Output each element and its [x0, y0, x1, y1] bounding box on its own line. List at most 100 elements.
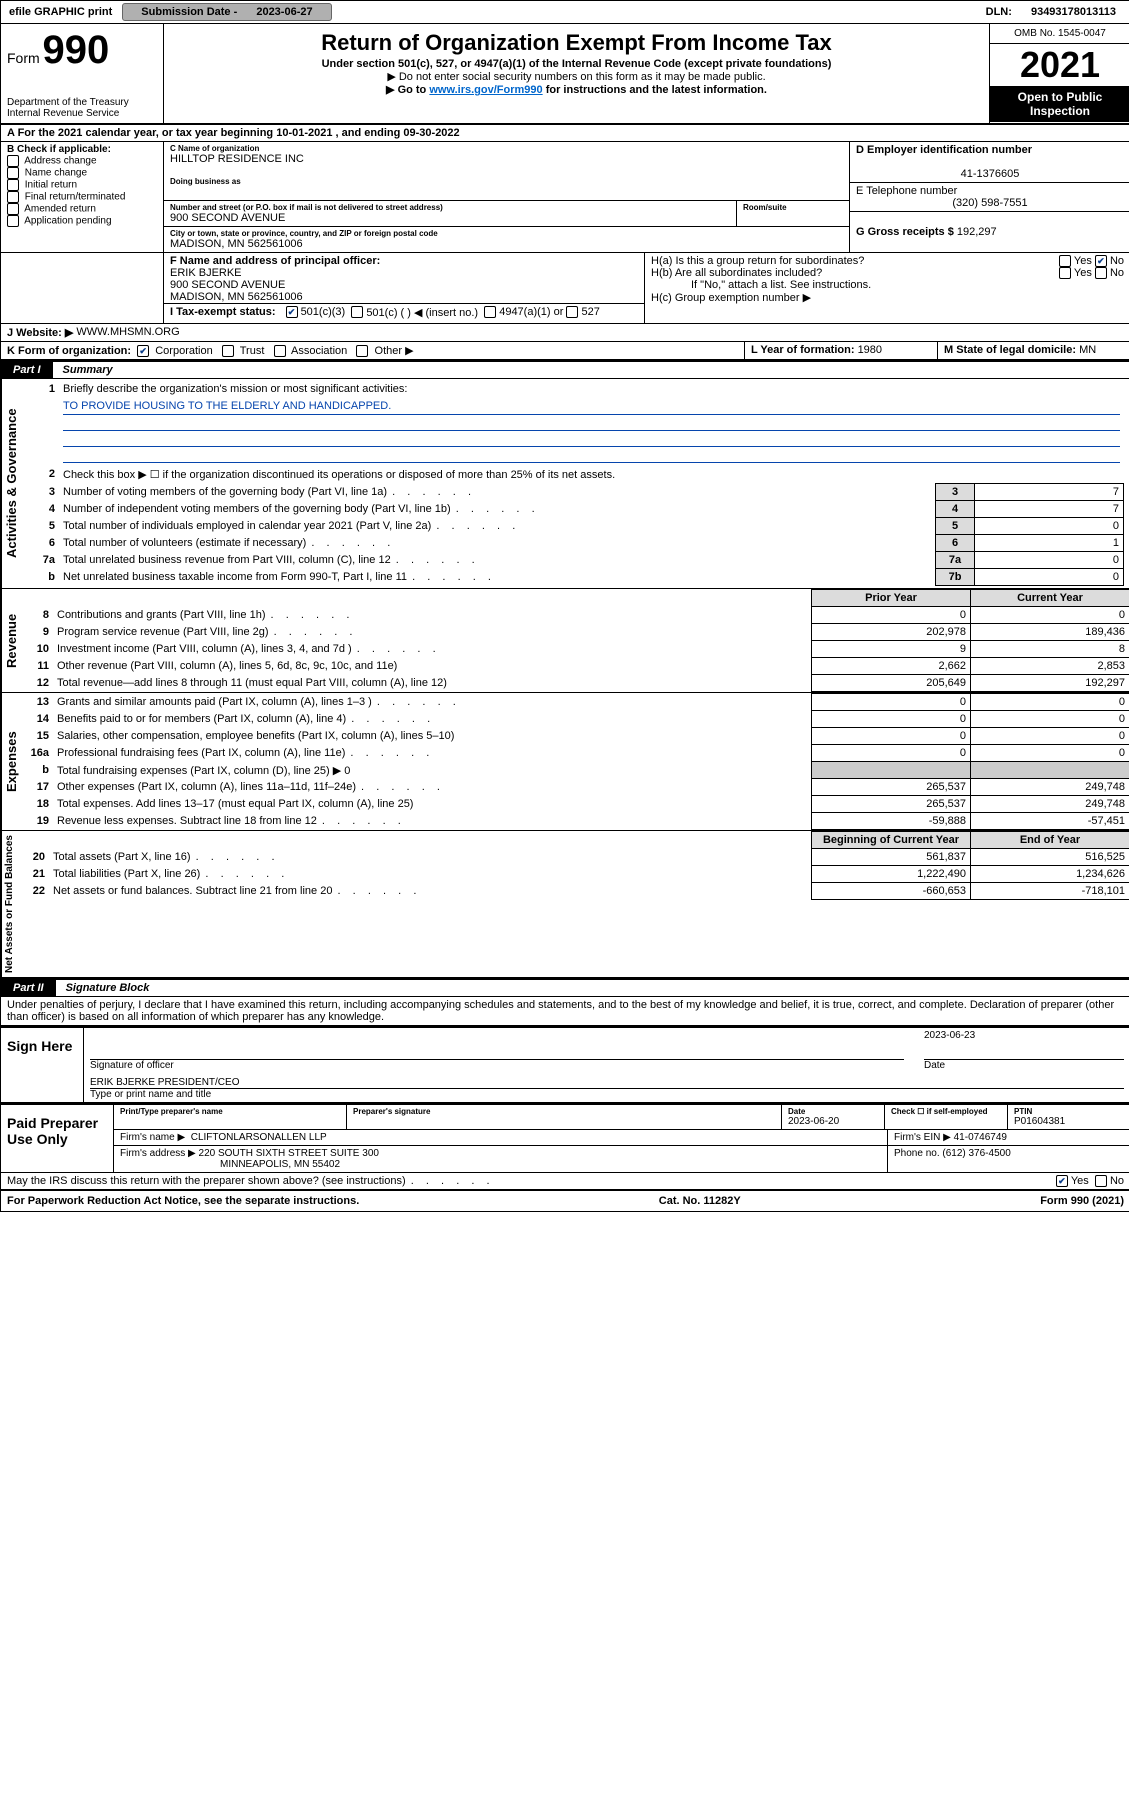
checkbox-ha-yes[interactable]: [1059, 255, 1071, 267]
line7b-val: 0: [975, 569, 1124, 586]
city-label: City or town, state or province, country…: [170, 229, 843, 238]
part1-activities: Activities & Governance 1Briefly describ…: [1, 379, 1129, 589]
ptin-value: P01604381: [1014, 1116, 1124, 1127]
sign-here-block: Sign Here 2023-06-23 Signature of office…: [1, 1026, 1129, 1103]
room-label: Room/suite: [743, 203, 843, 212]
firm-name: CLIFTONLARSONALLEN LLP: [191, 1132, 327, 1143]
section-j: J Website: ▶ WWW.MHSMN.ORG: [1, 324, 1129, 342]
form-note1: ▶ Do not enter social security numbers o…: [172, 70, 981, 83]
ein-label: D Employer identification number: [856, 144, 1032, 156]
side-netassets: Net Assets or Fund Balances: [1, 831, 17, 977]
prep-date: 2023-06-20: [788, 1116, 878, 1127]
sig-date: 2023-06-23: [924, 1030, 975, 1041]
efile-label: efile GRAPHIC print: [1, 3, 120, 21]
checkbox-mayirs-no[interactable]: [1095, 1175, 1107, 1187]
part1-header: Part I Summary: [1, 360, 1129, 379]
dba-label: Doing business as: [170, 177, 843, 186]
checkbox-initial-return[interactable]: [7, 179, 19, 191]
paid-preparer-block: Paid Preparer Use Only Print/Type prepar…: [1, 1103, 1129, 1173]
entity-info: B Check if applicable: Address change Na…: [1, 142, 1129, 253]
tax-year: 2021: [990, 44, 1129, 86]
section-klm: K Form of organization: Corporation Trus…: [1, 342, 1129, 360]
section-f: F Name and address of principal officer:…: [163, 253, 645, 323]
checkbox-trust[interactable]: [222, 345, 234, 357]
form-page: Form 990 (2021): [1040, 1195, 1124, 1207]
section-f-h: F Name and address of principal officer:…: [1, 253, 1129, 324]
tax-period: A For the 2021 calendar year, or tax yea…: [1, 125, 1129, 142]
form-number: 990: [42, 28, 109, 72]
part2-header: Part II Signature Block: [1, 978, 1129, 997]
sig-officer-label: Signature of officer: [90, 1060, 174, 1071]
part1-revenue: Revenue Prior YearCurrent Year 8Contribu…: [1, 589, 1129, 693]
checkbox-other[interactable]: [356, 345, 368, 357]
dln-label: DLN: 93493178013113: [970, 3, 1129, 21]
section-b: B Check if applicable: Address change Na…: [1, 142, 164, 252]
checkbox-4947[interactable]: [484, 306, 496, 318]
checkbox-hb-yes[interactable]: [1059, 267, 1071, 279]
page-footer: For Paperwork Reduction Act Notice, see …: [1, 1190, 1129, 1211]
checkbox-final-return[interactable]: [7, 191, 19, 203]
side-expenses: Expenses: [1, 693, 21, 830]
side-revenue: Revenue: [1, 589, 21, 692]
street-address: 900 SECOND AVENUE: [170, 212, 730, 224]
checkbox-assoc[interactable]: [274, 345, 286, 357]
line7a-val: 0: [975, 552, 1124, 569]
open-public: Open to Public Inspection: [990, 86, 1129, 122]
omb-number: OMB No. 1545-0047: [990, 24, 1129, 44]
checkbox-application-pending[interactable]: [7, 215, 19, 227]
line5-val: 0: [975, 518, 1124, 535]
org-name-label: C Name of organization: [170, 144, 843, 153]
firm-addr2: MINNEAPOLIS, MN 55402: [220, 1159, 340, 1170]
dept-label: Department of the Treasury: [7, 97, 157, 108]
checkbox-amended-return[interactable]: [7, 203, 19, 215]
top-bar: efile GRAPHIC print Submission Date - 20…: [1, 1, 1129, 24]
checkbox-name-change[interactable]: [7, 167, 19, 179]
firm-addr1: 220 SOUTH SIXTH STREET SUITE 300: [199, 1148, 379, 1159]
line3-val: 7: [975, 484, 1124, 501]
website-value: WWW.MHSMN.ORG: [76, 326, 179, 339]
form-number-block: Form 990 Department of the Treasury Inte…: [1, 24, 164, 123]
form-header: Form 990 Department of the Treasury Inte…: [1, 24, 1129, 125]
checkbox-hb-no[interactable]: [1095, 267, 1107, 279]
section-c: C Name of organization HILLTOP RESIDENCE…: [164, 142, 850, 252]
paperwork-notice: For Paperwork Reduction Act Notice, see …: [7, 1195, 359, 1207]
part1-netassets: Net Assets or Fund Balances Beginning of…: [1, 831, 1129, 978]
prep-phone: (612) 376-4500: [942, 1148, 1010, 1159]
form-subtitle: Under section 501(c), 527, or 4947(a)(1)…: [172, 58, 981, 70]
city-state-zip: MADISON, MN 562561006: [170, 238, 843, 250]
checkbox-mayirs-yes[interactable]: [1056, 1175, 1068, 1187]
part1-expenses: Expenses 13Grants and similar amounts pa…: [1, 693, 1129, 831]
irs-label: Internal Revenue Service: [7, 108, 157, 119]
section-h: H(a) Is this a group return for subordin…: [645, 253, 1129, 323]
phone-value: (320) 598-7551: [856, 197, 1124, 209]
checkbox-address-change[interactable]: [7, 155, 19, 167]
omb-block: OMB No. 1545-0047 2021 Open to Public In…: [989, 24, 1129, 123]
may-irs-row: May the IRS discuss this return with the…: [1, 1173, 1129, 1190]
org-name: HILLTOP RESIDENCE INC: [170, 153, 843, 165]
hc-label: H(c) Group exemption number ▶: [651, 291, 1124, 304]
gross-receipts-label: G Gross receipts $: [856, 226, 957, 238]
firm-ein: 41-0746749: [954, 1132, 1007, 1143]
phone-label: E Telephone number: [856, 185, 1124, 197]
irs-link[interactable]: www.irs.gov/Form990: [429, 84, 542, 96]
checkbox-ha-no[interactable]: [1095, 255, 1107, 267]
line6-val: 1: [975, 535, 1124, 552]
officer-name: ERIK BJERKE PRESIDENT/CEO: [90, 1077, 1124, 1088]
checkbox-501c[interactable]: [351, 306, 363, 318]
section-deg: D Employer identification number 41-1376…: [850, 142, 1129, 252]
street-label: Number and street (or P.O. box if mail i…: [170, 203, 730, 212]
checkbox-501c3[interactable]: [286, 306, 298, 318]
checkbox-corp[interactable]: [137, 345, 149, 357]
perjury-text: Under penalties of perjury, I declare th…: [1, 997, 1129, 1026]
mission-text: TO PROVIDE HOUSING TO THE ELDERLY AND HA…: [63, 400, 1120, 415]
line4-val: 7: [975, 501, 1124, 518]
form-title-block: Return of Organization Exempt From Incom…: [164, 24, 989, 123]
cat-no: Cat. No. 11282Y: [659, 1195, 741, 1207]
form-title: Return of Organization Exempt From Incom…: [172, 30, 981, 56]
side-activities: Activities & Governance: [1, 379, 21, 588]
form-note2: ▶ Go to www.irs.gov/Form990 for instruct…: [172, 83, 981, 96]
submission-date-button[interactable]: Submission Date - 2023-06-27: [122, 3, 331, 21]
gross-receipts-value: 192,297: [957, 226, 997, 238]
checkbox-527[interactable]: [566, 306, 578, 318]
ein-value: 41-1376605: [856, 168, 1124, 180]
